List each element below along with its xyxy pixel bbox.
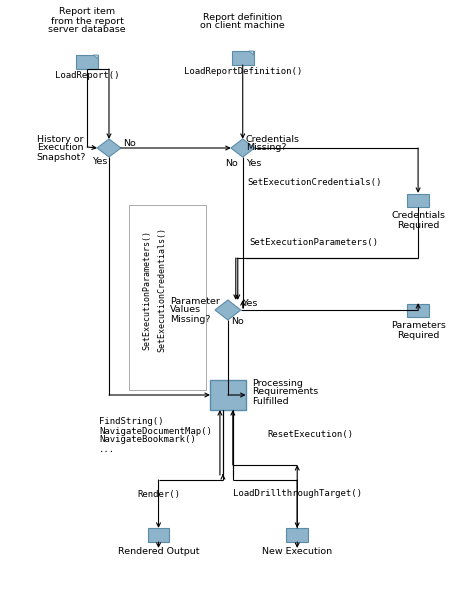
Text: Parameters: Parameters: [390, 321, 445, 330]
Polygon shape: [97, 139, 120, 157]
Polygon shape: [248, 51, 253, 55]
Text: LoadReport(): LoadReport(): [55, 70, 119, 79]
Text: No: No: [230, 317, 243, 326]
Polygon shape: [215, 300, 240, 320]
Text: New Execution: New Execution: [262, 547, 331, 556]
Text: Rendered Output: Rendered Output: [118, 547, 199, 556]
Text: Missing?: Missing?: [245, 143, 285, 152]
Text: Snapshot?: Snapshot?: [37, 152, 86, 161]
Text: NavigateBookmark(): NavigateBookmark(): [99, 435, 195, 444]
Polygon shape: [230, 139, 254, 157]
Text: LoadReportDefinition(): LoadReportDefinition(): [183, 66, 301, 75]
Text: SetExecutionParameters(): SetExecutionParameters(): [249, 238, 378, 246]
Text: Parameter: Parameter: [170, 297, 220, 305]
Text: server database: server database: [48, 25, 126, 34]
Text: SetExecutionParameters(): SetExecutionParameters(): [142, 230, 151, 350]
Text: Required: Required: [396, 220, 438, 229]
Text: on client machine: on client machine: [200, 22, 285, 31]
FancyBboxPatch shape: [285, 528, 308, 542]
Text: Report item: Report item: [59, 7, 115, 16]
Polygon shape: [93, 55, 98, 59]
Text: Processing: Processing: [251, 379, 302, 388]
FancyBboxPatch shape: [210, 380, 245, 410]
Text: FindString(): FindString(): [99, 418, 163, 426]
FancyBboxPatch shape: [406, 303, 428, 317]
FancyBboxPatch shape: [147, 528, 169, 542]
Text: Requirements: Requirements: [251, 388, 317, 397]
Text: Values: Values: [170, 305, 201, 314]
Text: History or: History or: [37, 134, 83, 143]
FancyBboxPatch shape: [406, 193, 428, 206]
Text: Render(): Render(): [137, 489, 179, 498]
FancyBboxPatch shape: [231, 51, 253, 65]
Text: Missing?: Missing?: [170, 314, 211, 323]
Text: from the report: from the report: [51, 16, 124, 25]
FancyBboxPatch shape: [76, 55, 98, 69]
Text: Execution: Execution: [37, 143, 83, 152]
Text: LoadDrillthroughTarget(): LoadDrillthroughTarget(): [232, 489, 361, 498]
Text: NavigateDocumentMap(): NavigateDocumentMap(): [99, 426, 212, 435]
Text: Credentials: Credentials: [390, 211, 444, 220]
Text: SetExecutionCredentials(): SetExecutionCredentials(): [246, 179, 380, 187]
Text: Fulfilled: Fulfilled: [251, 397, 288, 406]
Text: Credentials: Credentials: [245, 134, 299, 143]
Text: Report definition: Report definition: [202, 13, 282, 22]
Text: ...: ...: [99, 444, 115, 453]
Text: Yes: Yes: [245, 158, 261, 167]
Text: Yes: Yes: [92, 158, 107, 167]
Text: No: No: [225, 158, 237, 167]
Text: Yes: Yes: [241, 299, 257, 308]
Text: ResetExecution(): ResetExecution(): [267, 429, 353, 438]
Text: SetExecutionCredentials(): SetExecutionCredentials(): [156, 228, 166, 353]
Text: Required: Required: [396, 330, 438, 340]
Text: No: No: [123, 138, 135, 147]
